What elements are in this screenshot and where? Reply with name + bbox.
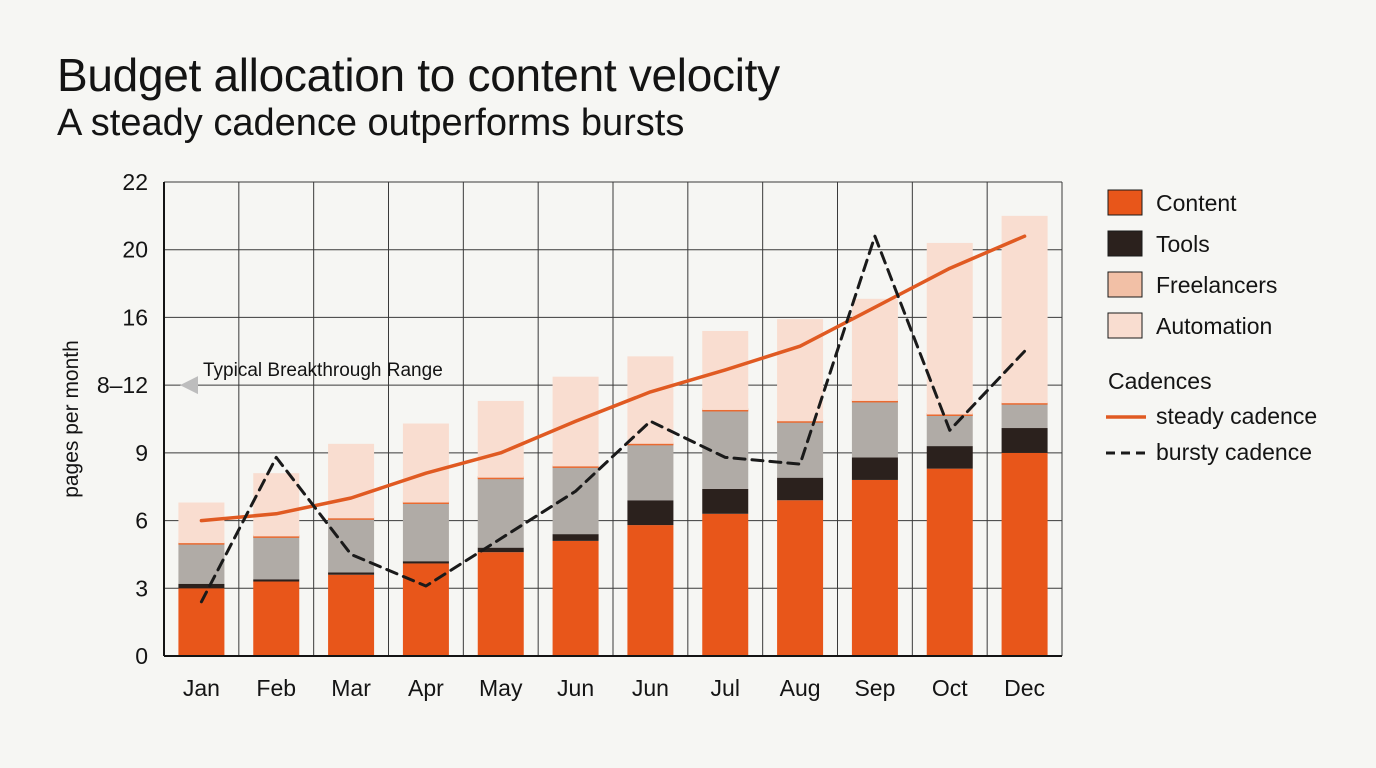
bar-segment-freelancers (328, 518, 375, 573)
bursty-cadence-line (199, 234, 1027, 604)
bar-segment-freelancers (777, 421, 824, 478)
annotation-arrow (180, 376, 198, 395)
x-tick-label: Jan (183, 675, 220, 701)
bar-segment-content (627, 525, 674, 656)
annotation: Typical Breakthrough Range (180, 360, 443, 395)
cadence-lines (199, 234, 1027, 604)
bar-segment-tools (1001, 428, 1048, 453)
bar-segment-tools (402, 561, 449, 564)
legend-cadences-heading: Cadences (1108, 368, 1212, 394)
bar-segment-content (552, 540, 599, 656)
bar-segment-automation (477, 400, 524, 478)
legend-label: bursty cadence (1156, 439, 1312, 465)
bar-segment-content (851, 479, 898, 656)
x-tick-label: May (479, 675, 523, 701)
bar-segment-content (253, 581, 300, 656)
bar-segment-tools (702, 488, 749, 514)
x-tick-label: Sep (854, 675, 895, 701)
bar-segment-automation (777, 319, 824, 422)
bar-segment-freelancers (253, 536, 300, 580)
x-tick-label: Jul (711, 675, 740, 701)
chart-title: Budget allocation to content velocity (57, 49, 780, 101)
y-tick-label: 6 (135, 508, 148, 534)
bar-segment-automation (926, 242, 973, 415)
x-tick-label: Mar (331, 675, 371, 701)
bar-segment-automation (402, 423, 449, 503)
bar-segment-tools (477, 547, 524, 553)
legend-swatch-tools (1107, 230, 1143, 257)
y-tick-label: 3 (135, 575, 148, 601)
y-tick-label: 22 (122, 169, 148, 195)
bar-segment-tools (178, 583, 225, 589)
y-tick-label: 9 (135, 440, 148, 466)
bar-segment-content (328, 574, 375, 656)
bar-segment-tools (253, 579, 300, 582)
chart-subtitle: A steady cadence outperforms bursts (57, 102, 685, 144)
bar-segment-freelancers (1001, 403, 1048, 429)
bar-segment-freelancers (627, 443, 674, 501)
bar-segment-tools (328, 572, 375, 575)
legend-swatch-automation (1107, 312, 1143, 339)
bar-segment-tools (851, 457, 898, 480)
bar-segment-freelancers (402, 502, 449, 562)
annotation-label: Typical Breakthrough Range (203, 360, 443, 381)
legend: Content Tools Freelancers Automation Cadence… (1106, 189, 1317, 465)
x-tick-label: Aug (780, 675, 821, 701)
legend-swatch-freelancers (1107, 271, 1143, 298)
y-tick-label: 0 (135, 643, 148, 669)
bar-segment-content (1001, 452, 1048, 656)
bar-segment-content (702, 513, 749, 656)
x-tick-label: Feb (256, 675, 296, 701)
legend-swatch-content (1107, 189, 1143, 216)
x-tick-label: Jun (557, 675, 594, 701)
bar-segment-freelancers (851, 400, 898, 458)
bar-divider-line (851, 399, 898, 403)
axes: 0 3 6 9 8–12 16 20 22 Jan Feb Mar Apr May Jun Jun Jul Au… (60, 169, 1062, 701)
x-tick-label: Dec (1004, 675, 1045, 701)
bar-segment-automation (627, 356, 674, 444)
legend-label: steady cadence (1156, 403, 1317, 429)
bar-segment-freelancers (178, 543, 225, 584)
x-tick-label: Apr (408, 675, 444, 701)
y-tick-label: 8–12 (97, 372, 148, 398)
x-tick-label: Oct (932, 675, 968, 701)
bar-segment-content (926, 468, 973, 656)
bar-segment-automation (253, 473, 300, 537)
legend-label: Tools (1156, 231, 1210, 257)
bar-segment-automation (328, 443, 375, 519)
bar-segment-automation (178, 502, 225, 544)
bar-segment-tools (926, 446, 973, 469)
y-tick-label: 20 (122, 237, 148, 263)
steady-cadence-line (199, 234, 1027, 523)
bar-segment-tools (627, 500, 674, 526)
bar-divider-line (178, 541, 225, 545)
bar-segment-freelancers (477, 477, 524, 548)
bar-segment-content (477, 552, 524, 656)
bar-segment-content (777, 500, 824, 656)
bar-segment-automation (1001, 215, 1048, 404)
bar-segment-tools (552, 534, 599, 541)
legend-label: Freelancers (1156, 272, 1277, 298)
y-tick-label: 16 (122, 304, 148, 330)
legend-label: Content (1156, 190, 1237, 216)
bar-segment-content (178, 588, 225, 656)
legend-label: Automation (1156, 313, 1272, 339)
x-tick-label: Jun (632, 675, 669, 701)
bar-segment-tools (777, 477, 824, 501)
y-axis-label: pages per month (60, 340, 83, 498)
